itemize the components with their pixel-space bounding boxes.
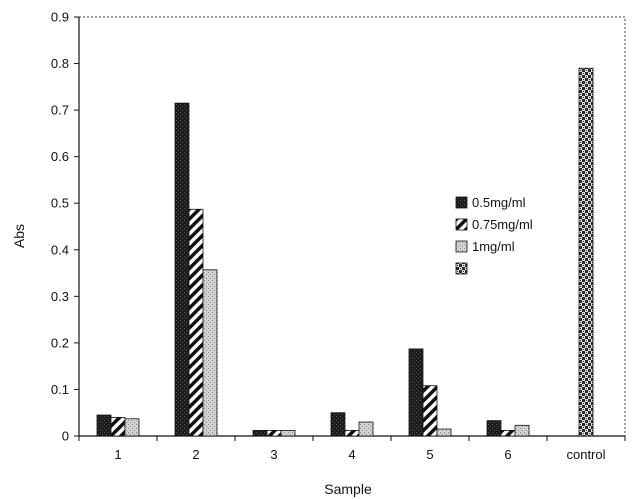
y-tick-label: 0.7 [51, 103, 69, 118]
x-tick-label: 3 [270, 447, 277, 462]
y-axis-title: Abs [11, 224, 27, 248]
legend-swatch [455, 218, 468, 231]
bar-0-5mg-ml-3 [252, 430, 268, 437]
y-tick-label: 0.5 [51, 196, 69, 211]
bar-0-75mg-ml-5 [422, 385, 438, 437]
bar-0-75mg-ml-1 [110, 416, 126, 437]
bar-1mg-ml-4 [358, 421, 374, 437]
plot-border [78, 16, 626, 437]
y-tick-label: 0.8 [51, 56, 69, 71]
bar-0-5mg-ml-4 [330, 412, 346, 437]
plot-frame [78, 16, 626, 437]
x-axis: 1 2 3 4 5 6 control [78, 436, 626, 462]
bar-0-5mg-ml-1 [96, 414, 112, 437]
x-tick-label: 1 [114, 447, 121, 462]
x-tick-label: control [566, 447, 605, 462]
y-tick-label: 0.2 [51, 335, 69, 350]
x-axis-title: Sample [324, 481, 372, 497]
y-tick-label: 0 [62, 429, 69, 444]
bar-1mg-ml-6 [514, 424, 530, 437]
legend-swatch [455, 240, 468, 253]
bar-0-75mg-ml-2 [188, 208, 204, 437]
y-tick-label: 0.9 [51, 10, 69, 25]
bar-control-control [578, 67, 594, 437]
bar-1mg-ml-5 [436, 428, 452, 437]
legend-swatch [455, 196, 468, 209]
bar-0-75mg-ml-6 [500, 430, 516, 437]
x-tick-label: 2 [192, 447, 199, 462]
bar-1mg-ml-1 [124, 418, 140, 437]
x-tick-label: 4 [348, 447, 355, 462]
y-tick-label: 0.6 [51, 149, 69, 164]
legend-swatch [455, 262, 468, 275]
x-tick-label: 5 [426, 447, 433, 462]
y-tick-label: 0.4 [51, 242, 69, 257]
legend-label: 1mg/ml [472, 239, 515, 254]
bar-0-75mg-ml-4 [344, 430, 360, 437]
bar-0-5mg-ml-2 [174, 102, 190, 437]
bar-0-5mg-ml-6 [486, 420, 502, 437]
bar-0-5mg-ml-5 [408, 348, 424, 437]
legend-label: 0.5mg/ml [472, 195, 526, 210]
bar-1mg-ml-3 [280, 430, 296, 437]
legend-label: 0.75mg/ml [472, 217, 533, 232]
y-tick-label: 0.3 [51, 289, 69, 304]
y-tick-label: 0.1 [51, 382, 69, 397]
bar-1mg-ml-2 [202, 269, 218, 437]
bars [96, 67, 594, 437]
legend: 0.5mg/ml 0.75mg/ml 1mg/ml [455, 195, 533, 275]
x-tick-label: 6 [504, 447, 511, 462]
bar-0-75mg-ml-3 [266, 430, 282, 437]
y-axis: 0 0.1 0.2 0.3 0.4 0.5 0.6 0.7 0.8 0.9 [51, 10, 79, 444]
